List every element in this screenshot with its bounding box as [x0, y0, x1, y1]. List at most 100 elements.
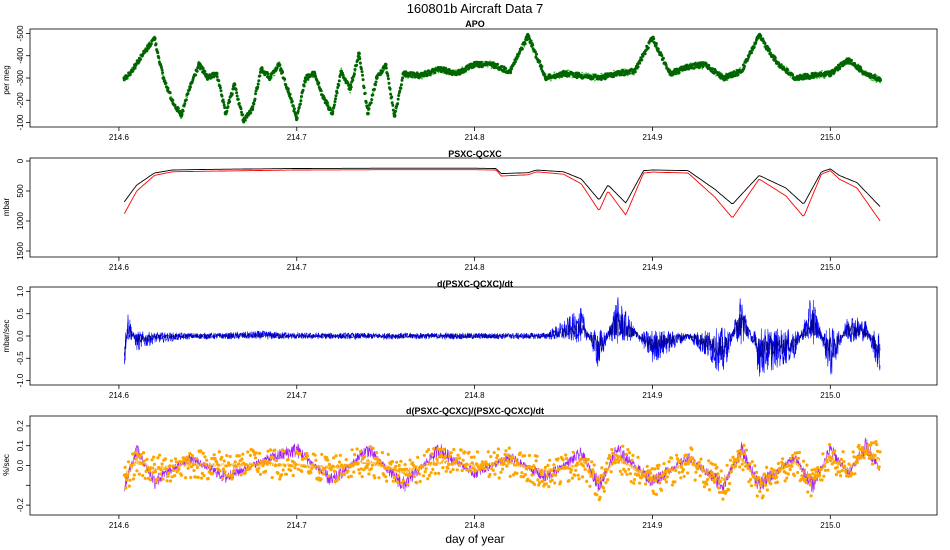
relative-derivative-point [326, 458, 330, 462]
relative-derivative-point [600, 466, 604, 470]
apo-point [363, 91, 367, 95]
apo-x-tick-label: 214.9 [642, 133, 663, 142]
relative-derivative-point [163, 457, 168, 461]
relative-derivative-point [775, 475, 779, 479]
relative-derivative-point [757, 476, 761, 480]
relative-derivative-point [697, 460, 701, 464]
derivative-x-tick-label: 214.7 [287, 391, 308, 400]
relative-derivative-point [864, 449, 868, 453]
relative-derivative-point [475, 450, 479, 454]
relative-derivative-point [721, 497, 725, 501]
relative-derivative-point [569, 470, 573, 474]
apo-point [399, 86, 403, 90]
relative-derivative-point [122, 473, 126, 477]
relative-derivative-point [340, 463, 344, 467]
relative-derivative-point [792, 473, 796, 478]
apo-point [538, 59, 542, 63]
relative-derivative-point [634, 466, 638, 470]
relative-derivative-point [875, 443, 879, 447]
relative-derivative-point [667, 460, 671, 464]
apo-anchor-point [375, 76, 379, 80]
relative-derivative-point [489, 455, 493, 459]
relative-derivative-point [148, 478, 152, 482]
relative-derivative-point [156, 456, 160, 460]
apo-anchor-point [864, 71, 868, 76]
relative-derivative-point [200, 476, 204, 480]
relative-derivative-point [631, 453, 635, 457]
relative-derivative-point [627, 451, 632, 455]
relative-derivative-point [139, 453, 143, 457]
relative-derivative-point [221, 476, 225, 481]
relative-derivative-point [130, 463, 134, 467]
relative-derivative-point [294, 462, 298, 466]
relative-derivative-point [764, 483, 768, 487]
psxc-qcxc-x-tick-label: 215.0 [820, 263, 841, 272]
relative-derivative-point [837, 461, 841, 466]
relative-derivative-point [532, 482, 537, 487]
relative-derivative-point [626, 448, 630, 452]
apo-point [257, 79, 261, 83]
apo-point [619, 73, 623, 77]
derivative-y-tick-label: -1.0 [16, 373, 25, 387]
relative-derivative-point [336, 464, 340, 468]
apo-point [529, 39, 533, 43]
apo-anchor-point [455, 71, 459, 76]
relative-derivative-point [545, 474, 549, 478]
relative-derivative-point [796, 470, 800, 475]
relative-derivative-point [266, 449, 270, 453]
relative-derivative-point [682, 474, 686, 478]
apo-anchor-point [321, 96, 326, 100]
relative-derivative-point [628, 472, 633, 476]
apo-anchor-point [615, 71, 619, 76]
derivative-data [124, 297, 881, 377]
apo-point [362, 86, 366, 90]
apo-point [333, 100, 337, 104]
apo-point [168, 91, 172, 95]
apo-point [220, 94, 224, 98]
relative-derivative-point [877, 465, 881, 469]
relative-derivative-point [692, 459, 696, 463]
relative-derivative-point [659, 488, 664, 492]
relative-derivative-point [552, 463, 556, 467]
relative-derivative-point [842, 460, 846, 464]
apo-data [122, 32, 882, 124]
relative-derivative-point [794, 456, 798, 460]
relative-derivative-point [284, 472, 289, 476]
apo-anchor-point [597, 76, 601, 80]
relative-derivative-point [125, 478, 129, 482]
relative-derivative-point [394, 464, 398, 468]
relative-derivative-point [765, 465, 769, 469]
apo-point [558, 77, 561, 80]
apo-point [384, 66, 388, 70]
relative-derivative-point [140, 461, 144, 465]
apo-point [283, 80, 286, 83]
apo-anchor-point [127, 71, 132, 76]
relative-derivative-point [203, 455, 207, 459]
relative-derivative-point [430, 452, 434, 456]
relative-derivative-point [598, 495, 602, 499]
apo-point [371, 91, 374, 94]
apo-point [292, 107, 296, 111]
relative-derivative-x-tick-label: 214.7 [287, 521, 308, 530]
relative-derivative-point [232, 469, 236, 473]
apo-point [254, 92, 257, 96]
apo-anchor-point [878, 78, 882, 82]
relative-derivative-point [554, 473, 558, 477]
relative-derivative-point [499, 470, 503, 474]
relative-derivative-point [761, 494, 765, 498]
relative-derivative-point [371, 446, 375, 450]
relative-derivative-point [237, 454, 241, 458]
relative-derivative-point [268, 460, 272, 465]
apo-point [401, 76, 404, 80]
apo-point [160, 68, 164, 72]
apo-point [752, 45, 756, 49]
apo-anchor-point [303, 76, 308, 80]
relative-derivative-point [754, 470, 759, 474]
apo-x-tick-label: 214.6 [109, 133, 130, 142]
relative-derivative-point [492, 451, 496, 455]
apo-point [577, 71, 581, 75]
relative-derivative-point [696, 467, 700, 471]
relative-derivative-point [427, 473, 431, 478]
apo-point [483, 60, 485, 63]
relative-derivative-point [421, 465, 425, 469]
